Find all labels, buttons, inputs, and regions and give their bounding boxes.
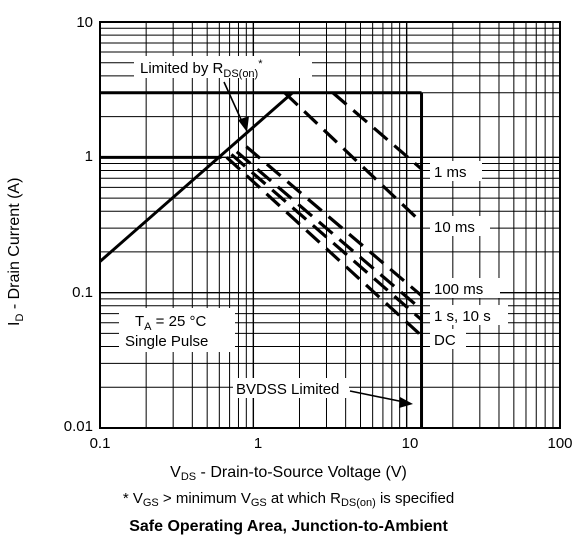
ta-label: TA = 25 °C: [135, 313, 206, 333]
series-1-s: [235, 150, 423, 311]
y-tick-0.01: 0.01: [64, 418, 93, 435]
bvdss-label: BVDSS Limited: [236, 381, 339, 398]
series-dc: [225, 156, 423, 337]
series-100-ms: [245, 145, 423, 297]
series-limited-by-r: [99, 91, 294, 263]
y-tick-0.1: 0.1: [72, 284, 93, 301]
label-dc-bg: [430, 329, 466, 349]
label-10ms: 10 ms: [434, 219, 475, 236]
bvdss-arrow-line: [349, 390, 405, 403]
y-tick-10: 10: [76, 14, 93, 31]
limited-label: Limited by RDS(on)*: [140, 58, 263, 80]
chart-caption: Safe Operating Area, Junction-to-Ambient: [129, 518, 448, 535]
minor-gridlines: [100, 22, 560, 428]
data-series: [99, 91, 424, 428]
major-gridlines: [99, 22, 560, 429]
x-tick-10: 10: [402, 435, 419, 452]
x-tick-0.1: 0.1: [90, 435, 111, 452]
series-10-ms: [283, 91, 423, 224]
series-10-s: [230, 153, 423, 322]
label-1s10s: 1 s, 10 s: [434, 308, 491, 325]
x-tick-100: 100: [547, 435, 572, 452]
footnote: * VGS > minimum VGS at which RDS(on) is …: [122, 490, 455, 509]
label-1ms-bg: [430, 161, 482, 181]
x-tick-1: 1: [254, 435, 262, 452]
limited-arrow-head: [238, 116, 249, 132]
soa-chart: Limited by RDS(on)* 1 ms 10 ms 100 ms 1 …: [64, 14, 573, 452]
label-dc: DC: [434, 332, 456, 349]
label-1ms: 1 ms: [434, 164, 467, 181]
limited-arrow-line: [223, 81, 245, 127]
plot-frame: [99, 21, 561, 429]
label-100ms-bg: [430, 278, 500, 298]
single-pulse-label: Single Pulse: [125, 333, 208, 350]
x-axis-title: VDS - Drain-to-Source Voltage (V): [170, 464, 407, 483]
conditions-box: [119, 308, 235, 352]
svg-text:ID - Drain Current (A): ID - Drain Current (A): [6, 178, 26, 326]
series-1-ms: [331, 91, 423, 171]
label-1s10s-bg: [430, 305, 508, 325]
label-10ms-bg: [430, 216, 490, 236]
label-100ms: 100 ms: [434, 281, 483, 298]
limited-label-bg: [134, 56, 312, 78]
y-axis-title: ID - Drain Current (A): [6, 178, 26, 326]
bvdss-arrow-head: [399, 397, 413, 408]
y-tick-1: 1: [85, 148, 93, 165]
bvdss-label-bg: [233, 378, 349, 398]
